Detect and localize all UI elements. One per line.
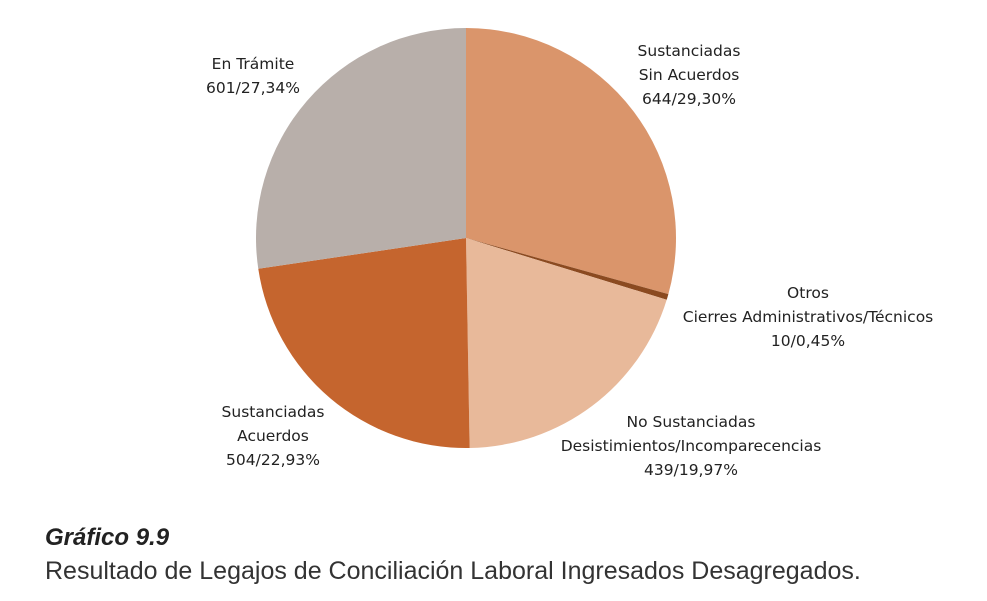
slice-label-en-tramite: En Trámite 601/27,34% <box>206 52 300 100</box>
label-value: 601/27,34% <box>206 79 300 97</box>
slice-label-otros: Otros Cierres Administrativos/Técnicos 1… <box>683 281 934 353</box>
label-line: Desistimientos/Incomparecencias <box>560 437 822 455</box>
figure-number: Gráfico 9.9 <box>45 524 170 551</box>
label-line: Acuerdos <box>237 427 309 445</box>
slice-label-acuerdos: Sustanciadas Acuerdos 504/22,93% <box>222 400 325 472</box>
label-line: Sustanciadas <box>221 403 325 421</box>
label-value: 504/22,93% <box>226 451 320 469</box>
label-line: Sustanciadas <box>637 42 741 60</box>
pie-slice-4 <box>255 28 466 269</box>
label-line: No Sustanciadas <box>626 413 756 431</box>
label-line: En Trámite <box>211 55 295 73</box>
pie-slice-0 <box>466 28 676 295</box>
label-value: 439/19,97% <box>644 461 738 479</box>
pie-slice-1 <box>466 238 669 300</box>
label-line: Otros <box>787 284 829 302</box>
figure-title: Resultado de Legajos de Conciliación Lab… <box>45 557 861 585</box>
slice-label-no-sustanciadas: No Sustanciadas Desistimientos/Incompare… <box>561 410 822 482</box>
label-line: Cierres Administrativos/Técnicos <box>682 308 934 326</box>
slice-label-sin-acuerdos: Sustanciadas Sin Acuerdos 644/29,30% <box>638 39 741 111</box>
pie-slice-2 <box>466 238 667 448</box>
pie-slice-3 <box>258 238 470 448</box>
label-value: 644/29,30% <box>642 90 736 108</box>
label-line: Sin Acuerdos <box>638 66 740 84</box>
label-value: 10/0,45% <box>770 332 846 350</box>
